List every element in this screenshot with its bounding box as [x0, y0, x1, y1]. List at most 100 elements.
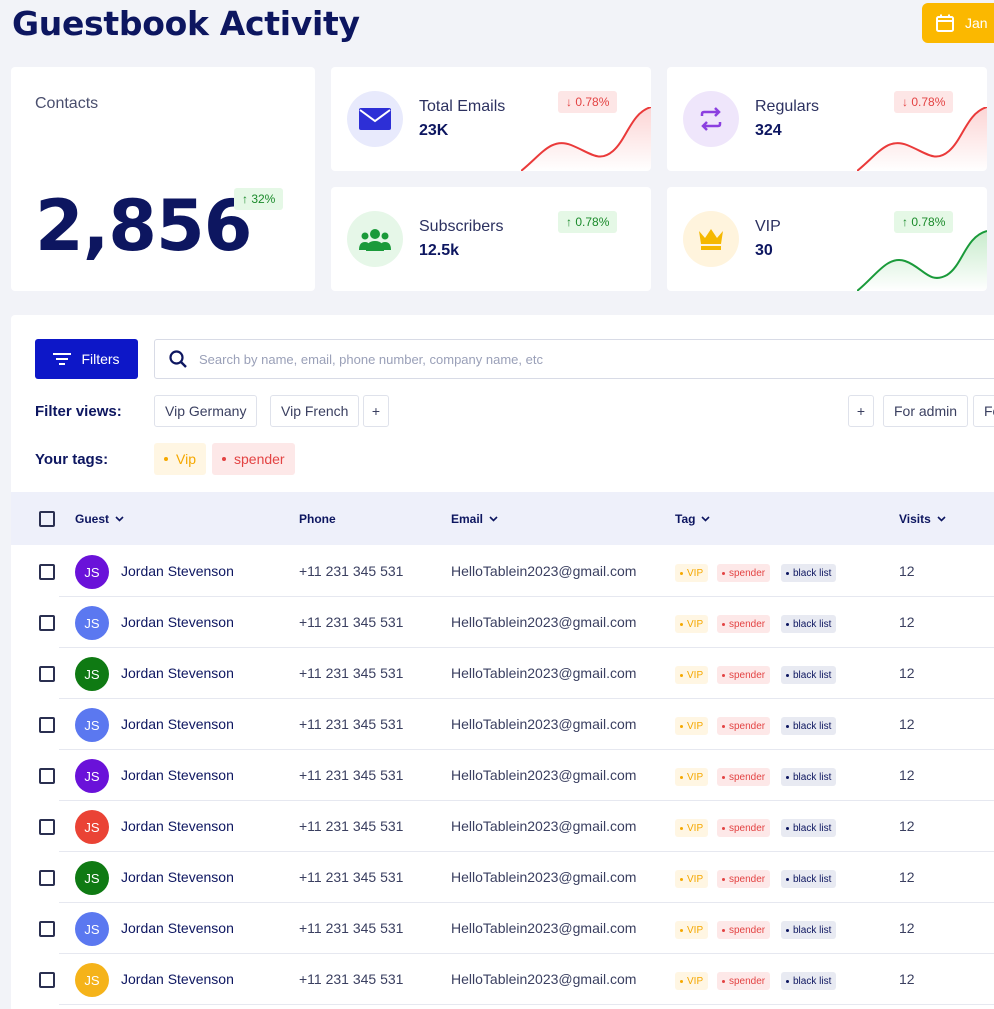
avatar: JS: [75, 606, 109, 640]
table-row[interactable]: JS Jordan Stevenson +11 231 345 531 HelloTa…: [11, 750, 994, 801]
filter-view-chip[interactable]: Vip Germany: [154, 395, 258, 427]
guest-visits: 12: [899, 614, 915, 630]
tag-label: VIP: [687, 771, 704, 783]
dot-icon: [786, 724, 789, 728]
filters-button[interactable]: Filters: [35, 339, 138, 379]
dot-icon: [786, 877, 789, 881]
column-header-guest[interactable]: Guest: [75, 512, 124, 526]
row-checkbox[interactable]: [39, 870, 55, 886]
table-row[interactable]: JS Jordan Stevenson +11 231 345 531 HelloTa…: [11, 597, 994, 648]
sparkline-down: [857, 107, 987, 171]
table-row[interactable]: JS Jordan Stevenson +11 231 345 531 HelloTa…: [11, 954, 994, 1005]
row-checkbox[interactable]: [39, 564, 55, 580]
guest-visits: 12: [899, 920, 915, 936]
guest-name[interactable]: Jordan Stevenson: [121, 971, 234, 987]
tag-black-list: black list: [781, 717, 837, 735]
page-title: Guestbook Activity: [12, 4, 360, 43]
tag-label: VIP: [687, 873, 704, 885]
tag-vip: VIP: [675, 666, 709, 684]
tag-black-list: black list: [781, 564, 837, 582]
table-row[interactable]: JS Jordan Stevenson +11 231 345 531 HelloTa…: [11, 648, 994, 699]
row-divider: [59, 749, 994, 750]
row-checkbox[interactable]: [39, 921, 55, 937]
row-checkbox[interactable]: [39, 972, 55, 988]
tag-vip: VIP: [675, 717, 709, 735]
row-divider: [59, 698, 994, 699]
tag-spender: spender: [717, 921, 771, 939]
guest-name[interactable]: Jordan Stevenson: [121, 614, 234, 630]
table-row[interactable]: JS Jordan Stevenson +11 231 345 531 HelloTa…: [11, 546, 994, 597]
row-checkbox[interactable]: [39, 666, 55, 682]
tag-black-list: black list: [781, 972, 837, 990]
table-row[interactable]: JS Jordan Stevenson +11 231 345 531 HelloTa…: [11, 903, 994, 954]
row-checkbox[interactable]: [39, 717, 55, 733]
guest-visits: 12: [899, 818, 915, 834]
guest-name[interactable]: Jordan Stevenson: [121, 869, 234, 885]
row-divider: [59, 851, 994, 852]
tag-label: spender: [729, 618, 766, 630]
stat-change-badge: ↓ 0.78%: [558, 91, 618, 113]
guest-name[interactable]: Jordan Stevenson: [121, 818, 234, 834]
row-checkbox[interactable]: [39, 615, 55, 631]
tag-spender: spender: [717, 717, 771, 735]
search-box[interactable]: [154, 339, 994, 379]
guest-name[interactable]: Jordan Stevenson: [121, 563, 234, 579]
guest-name[interactable]: Jordan Stevenson: [121, 665, 234, 681]
dot-icon: [722, 877, 725, 881]
date-label: Jan: [965, 15, 988, 31]
tag-label: VIP: [687, 720, 704, 732]
tag-black-list: black list: [781, 870, 837, 888]
tag-black-list: black list: [781, 921, 837, 939]
filter-icon: [53, 353, 72, 365]
tag-black-list: black list: [781, 666, 837, 684]
tag-chip-spender[interactable]: spender: [212, 443, 295, 475]
filter-views-label: Filter views:: [35, 403, 122, 420]
filter-view-chip[interactable]: Vip French: [270, 395, 360, 427]
guest-name[interactable]: Jordan Stevenson: [121, 716, 234, 732]
search-icon: [169, 350, 187, 368]
contacts-card: Contacts 2,856 ↑ 32%: [11, 67, 315, 291]
select-all-checkbox[interactable]: [39, 511, 55, 527]
column-header-email[interactable]: Email: [451, 512, 498, 526]
search-input[interactable]: [199, 351, 899, 367]
table-row[interactable]: JS Jordan Stevenson +11 231 345 531 HelloTa…: [11, 852, 994, 903]
envelope-icon: [347, 91, 403, 147]
column-header-visits[interactable]: Visits: [899, 512, 946, 526]
row-checkbox[interactable]: [39, 819, 55, 835]
calendar-icon: [936, 14, 954, 32]
dot-icon: [722, 979, 725, 983]
tag-label: spender: [234, 451, 285, 467]
guest-name[interactable]: Jordan Stevenson: [121, 767, 234, 783]
tag-label: VIP: [687, 822, 704, 834]
dot-icon: [786, 979, 789, 983]
add-filter-view-button-right[interactable]: +: [848, 395, 874, 427]
chevron-down-icon: [937, 516, 946, 522]
stat-label: VIP: [755, 218, 781, 235]
dot-icon: [786, 775, 789, 779]
table-row[interactable]: JS Jordan Stevenson +11 231 345 531 HelloTa…: [11, 801, 994, 852]
stat-card-subscribers: Subscribers 12.5k ↑ 0.78%: [331, 187, 651, 291]
guest-email: HelloTablein2023@gmail.com: [451, 563, 637, 579]
dot-icon: [722, 622, 725, 626]
stat-label: Regulars: [755, 98, 820, 115]
tag-spender: spender: [717, 819, 771, 837]
tag-label: VIP: [687, 669, 704, 681]
filter-view-chip-admin[interactable]: For admin: [883, 395, 969, 427]
column-header-tag[interactable]: Tag: [675, 512, 711, 526]
tag-label: spender: [729, 975, 766, 987]
filter-view-chip-partial[interactable]: Fo: [973, 395, 994, 427]
dot-icon: [680, 826, 683, 830]
table-row[interactable]: JS Jordan Stevenson +11 231 345 531 HelloTa…: [11, 699, 994, 750]
guest-email: HelloTablein2023@gmail.com: [451, 818, 637, 834]
add-filter-view-button[interactable]: +: [363, 395, 389, 427]
row-checkbox[interactable]: [39, 768, 55, 784]
guest-email: HelloTablein2023@gmail.com: [451, 869, 637, 885]
tag-chip-vip[interactable]: Vip: [154, 443, 206, 475]
guest-phone: +11 231 345 531: [299, 767, 404, 783]
date-picker-button[interactable]: Jan: [922, 3, 994, 43]
tag-label: Vip: [176, 451, 196, 467]
guest-name[interactable]: Jordan Stevenson: [121, 920, 234, 936]
tag-label: VIP: [687, 924, 704, 936]
column-label: Tag: [675, 512, 696, 526]
tag-spender: spender: [717, 564, 771, 582]
